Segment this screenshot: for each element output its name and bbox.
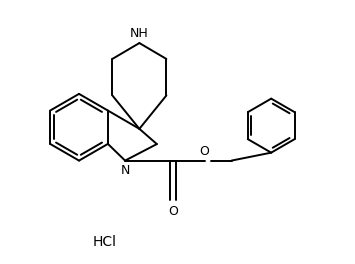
Text: O: O (200, 145, 209, 158)
Text: O: O (168, 205, 178, 218)
Text: N: N (120, 164, 130, 177)
Text: HCl: HCl (92, 235, 116, 249)
Text: NH: NH (130, 27, 149, 40)
